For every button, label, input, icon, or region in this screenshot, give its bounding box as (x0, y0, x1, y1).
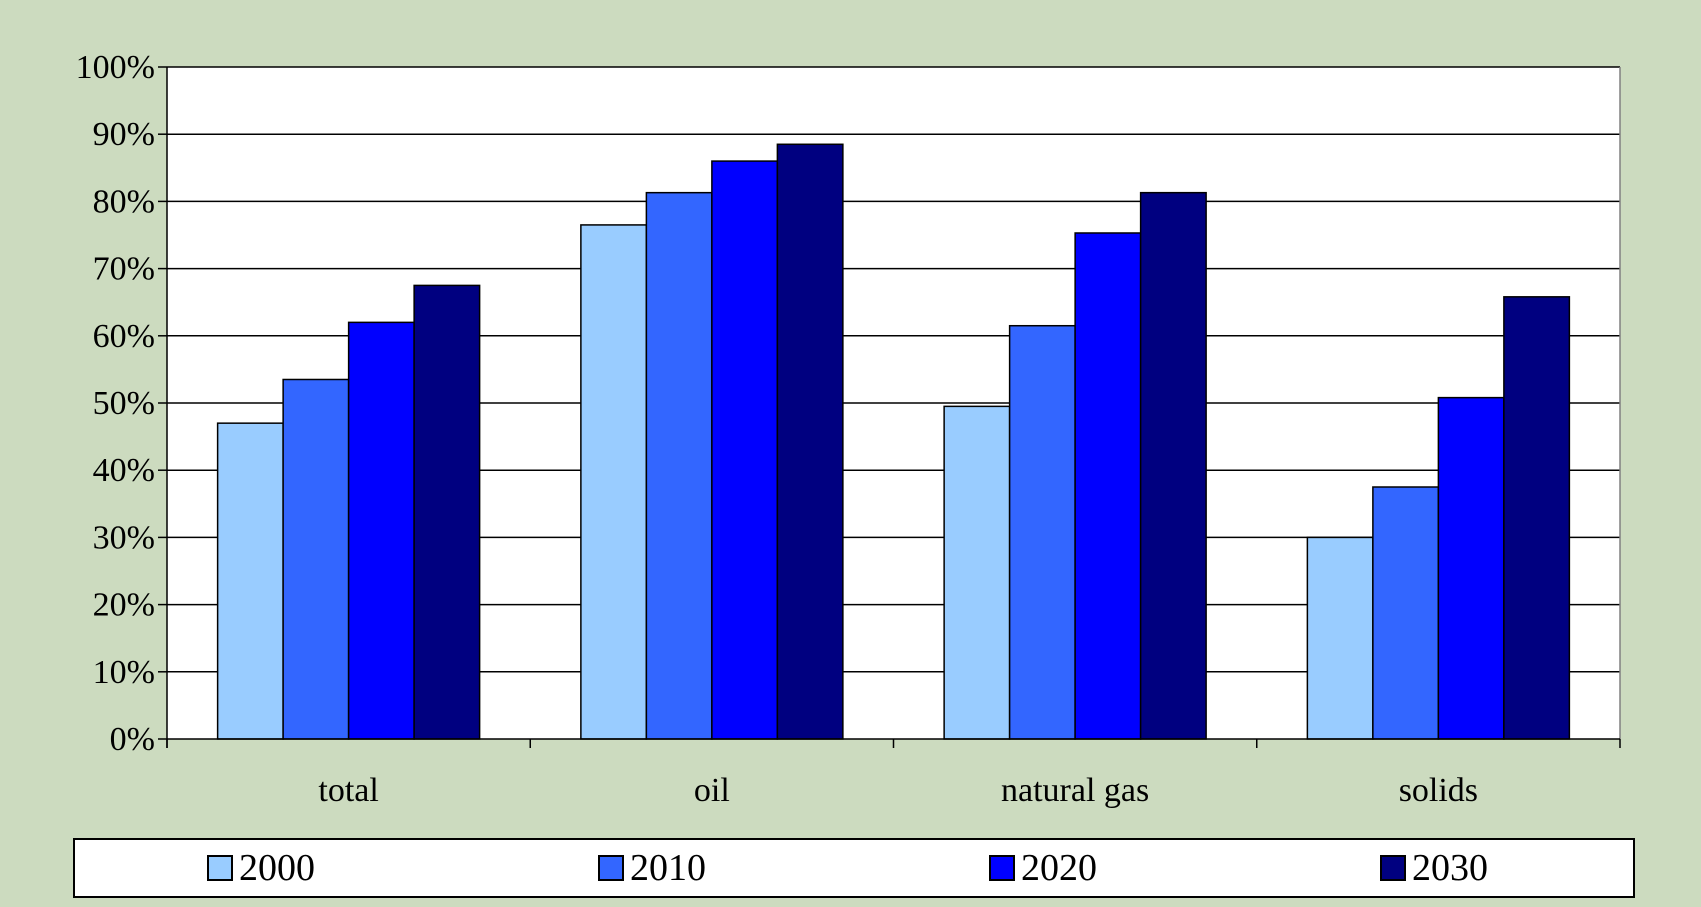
bar (216, 422, 284, 740)
y-tick-label: 20% (93, 587, 155, 624)
legend-swatch-2020 (989, 855, 1015, 881)
bar (1437, 396, 1505, 740)
bar (1008, 324, 1076, 740)
legend-swatch-2000 (207, 855, 233, 881)
x-tick-label: natural gas (1001, 772, 1149, 809)
y-tick-label: 0% (110, 721, 155, 758)
legend-label-2010: 2010 (630, 847, 706, 889)
legend-item-2030: 2030 (1380, 840, 1488, 896)
legend-label-2000: 2000 (239, 847, 315, 889)
x-tick-label: solids (1399, 772, 1478, 809)
bar (1074, 232, 1142, 740)
bar (282, 378, 350, 740)
bar (1503, 296, 1571, 740)
y-tick-label: 30% (93, 519, 155, 556)
y-tick-label: 60% (93, 318, 155, 355)
legend-swatch-2010 (598, 855, 624, 881)
y-tick-label: 80% (93, 183, 155, 220)
y-tick-label: 70% (93, 251, 155, 288)
bar (1372, 486, 1440, 740)
legend-swatch-2030 (1380, 855, 1406, 881)
legend-item-2020: 2020 (989, 840, 1097, 896)
legend-label-2020: 2020 (1021, 847, 1097, 889)
legend-item-2010: 2010 (598, 840, 706, 896)
bar (580, 224, 648, 740)
y-tick-label: 40% (93, 452, 155, 489)
legend: 2000 2010 2020 2030 (73, 838, 1635, 898)
legend-label-2030: 2030 (1412, 847, 1488, 889)
bar (1306, 536, 1374, 740)
bar (776, 143, 844, 740)
x-tick-label: oil (694, 772, 730, 809)
bar (645, 191, 713, 740)
y-tick-label: 50% (93, 385, 155, 422)
bar (943, 405, 1011, 740)
y-tick-label: 90% (93, 116, 155, 153)
bar (1139, 191, 1207, 740)
y-tick-label: 100% (76, 49, 155, 86)
y-tick-label: 10% (93, 654, 155, 691)
x-tick-label: total (318, 772, 378, 809)
bar (711, 160, 779, 740)
bar (347, 321, 415, 740)
bar (413, 284, 481, 740)
legend-item-2000: 2000 (207, 840, 315, 896)
